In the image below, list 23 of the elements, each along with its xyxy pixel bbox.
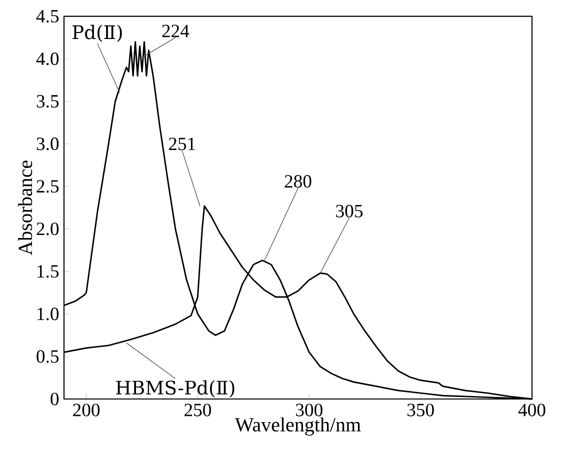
y-tick-label: 2.0 — [36, 222, 59, 236]
y-tick-label: 2.5 — [36, 180, 59, 193]
annotation: 251 — [168, 138, 195, 150]
y-tick-label: 3.5 — [36, 95, 59, 108]
x-tick-label: 300 — [296, 404, 322, 416]
x-tick-label: 400 — [518, 404, 546, 416]
y-tick-label: 1.5 — [38, 265, 59, 278]
y-tick-label: 4.5 — [36, 10, 59, 23]
y-tick-label: 4.0 — [36, 52, 59, 66]
annotation: 224 — [162, 24, 190, 38]
x-tick-label: 200 — [73, 404, 100, 416]
y-axis-title: Absorbance — [18, 160, 32, 256]
x-tick-label: 250 — [184, 404, 211, 416]
y-tick-label: 0 — [50, 392, 59, 406]
x-axis-title: Wavelength/nm — [234, 417, 361, 436]
x-tick-label: 350 — [407, 404, 434, 416]
y-tick-label: 1.0 — [38, 308, 59, 320]
y-tick-label: 0.5 — [36, 350, 59, 363]
series-label: HBMS-Pd(Ⅱ) — [116, 380, 234, 398]
annotation: 280 — [284, 175, 312, 188]
y-tick-label: 3.0 — [36, 138, 59, 150]
annotation: 305 — [336, 204, 363, 218]
series-label: Pd(Ⅱ) — [72, 24, 122, 42]
